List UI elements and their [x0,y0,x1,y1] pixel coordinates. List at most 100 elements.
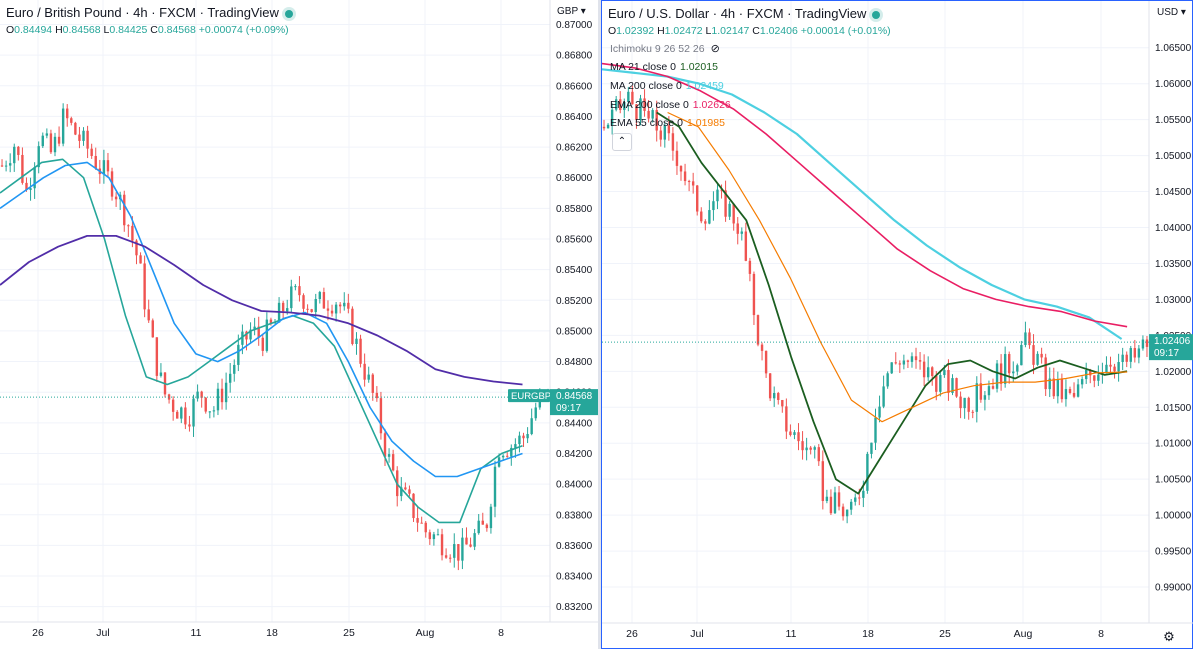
x-tick-label: Aug [416,627,435,639]
candle-body [102,160,106,175]
candle-body [756,315,760,345]
indicator-ema200[interactable]: EMA 200 close 0 1.02626 [610,99,731,111]
collapse-legend-button[interactable]: ⌃ [612,133,632,151]
candle-body [1032,345,1035,365]
candle-body [70,118,73,123]
candle-body [1068,389,1072,393]
candle-body [383,433,387,457]
y-tick-label: 0.85200 [556,296,593,307]
candle-body [614,99,618,110]
price-badge [1149,334,1193,361]
candle-body [1003,354,1007,384]
price-badge-countdown: 09:17 [556,403,581,414]
candle-body [493,466,497,507]
symbol-title[interactable]: Euro / British Pound · 4h · FXCM · Tradi… [6,5,293,20]
candle-body [1097,374,1100,381]
candle-body [408,489,411,494]
candle-body [854,497,857,502]
eurgbp-chart-svg[interactable]: 0.87000 0.86800 0.86600 0.86400 0.86200 0.860… [0,0,598,649]
candle-body [991,386,995,389]
series-line [0,158,523,524]
candle-body [216,388,220,411]
candle-body [188,424,191,427]
gear-icon[interactable]: ⚙ [1163,630,1175,645]
candle-body [752,273,756,316]
candle-body [176,411,179,419]
y-tick-label: 0.84000 [556,480,593,491]
candle-body [631,91,634,105]
candle-body [1125,354,1128,362]
candle-body [687,181,691,183]
y-tick-label: 0.86400 [556,112,593,123]
candle-body [1109,364,1112,367]
chart-pane-eurgbp[interactable]: 0.87000 0.86800 0.86600 0.86400 0.86200 0.860… [0,0,598,649]
y-tick-label: 0.85800 [556,204,593,215]
candle-body [204,397,207,412]
candle-body [261,337,264,351]
candle-body [253,326,256,330]
candle-body [522,435,525,439]
candle-body [78,134,81,141]
x-tick-label: 8 [1098,628,1104,640]
symbol-title[interactable]: Euro / U.S. Dollar · 4h · FXCM · Trading… [608,6,881,21]
candle-body [805,447,808,451]
candle-body [171,399,175,412]
candle-body [858,497,861,499]
candle-body [391,454,395,471]
candle-body [49,133,53,153]
candle-body [898,363,902,365]
candle-body [45,133,49,136]
hidden-eye-icon[interactable]: ⊘ [710,43,720,55]
candle-body [4,165,8,167]
y-tick-label: 1.04000 [1155,223,1192,234]
candle-body [29,188,32,190]
candle-body [440,534,444,556]
candle-body [995,363,999,389]
candle-body [643,98,646,111]
candle-body [192,398,195,427]
candle-body [90,148,93,156]
y-tick-label: 1.01000 [1155,439,1192,450]
eurusd-chart-svg[interactable]: 1.06500 1.06000 1.05500 1.05000 1.04500 1.040… [602,1,1193,650]
candle-body [890,362,893,374]
candle-body [667,125,671,134]
indicator-ichimoku[interactable]: Ichimoku 9 26 52 26 ⊘ [610,42,720,55]
candle-body [506,455,509,457]
candle-body [469,544,472,547]
y-tick-label: 0.83200 [556,602,593,613]
candle-body [310,309,313,312]
currency-label: USD ▾ [1157,7,1186,18]
y-tick-label: 0.84800 [556,357,593,368]
pane-divider[interactable] [598,0,601,649]
market-status-icon [284,9,293,18]
candle-body [416,518,419,523]
candle-body [841,506,845,517]
x-tick-label: 25 [343,627,355,639]
candle-body [501,455,505,458]
y-tick-label: 0.87000 [556,20,593,31]
x-tick-label: 25 [939,628,951,640]
low-value: 1.02147 [711,25,750,37]
candle-body [82,130,85,141]
candle-body [833,492,837,514]
candle-body [412,493,415,519]
candle-body [651,110,654,119]
candle-body [1040,353,1043,358]
indicator-ma200[interactable]: MA 200 close 0 1.02459 [610,80,724,92]
candle-body [1024,332,1027,345]
indicator-ema55[interactable]: EMA 55 close 0 1.01985 [610,117,725,129]
y-tick-label: 1.05000 [1155,151,1192,162]
candle-body [971,411,974,413]
symbol-title-text: Euro / U.S. Dollar · 4h · FXCM · Trading… [608,6,867,21]
indicator-ma21[interactable]: MA 21 close 0 1.02015 [610,61,718,73]
candle-body [281,302,285,312]
x-tick-label: 11 [786,628,797,640]
candle-body [906,360,910,362]
symbol-title-text: Euro / British Pound · 4h · FXCM · Tradi… [6,5,279,20]
candle-body [943,369,946,376]
candle-body [720,189,723,191]
candle-body [979,383,983,400]
y-tick-label: 1.01500 [1155,403,1192,414]
chart-pane-eurusd[interactable]: 1.06500 1.06000 1.05500 1.05000 1.04500 1.040… [601,0,1193,649]
candle-body [155,337,159,376]
